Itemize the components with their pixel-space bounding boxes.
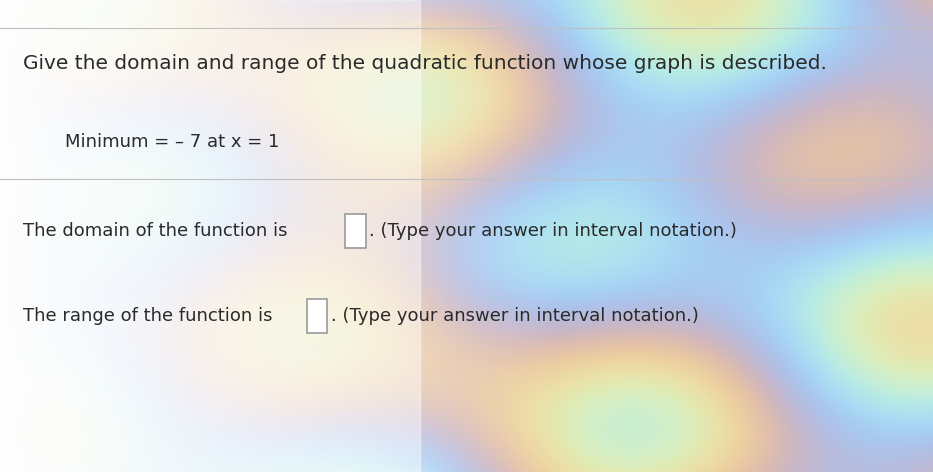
Bar (0, 0, 420, 472)
Text: The domain of the function is: The domain of the function is (23, 222, 287, 240)
Text: Give the domain and range of the quadratic function whose graph is described.: Give the domain and range of the quadrat… (23, 54, 828, 73)
Bar (307, 299, 327, 333)
Text: . (Type your answer in interval notation.): . (Type your answer in interval notation… (369, 222, 737, 240)
Bar (345, 214, 366, 248)
Text: Minimum = – 7 at x = 1: Minimum = – 7 at x = 1 (65, 133, 280, 151)
Text: The range of the function is: The range of the function is (23, 307, 272, 325)
Text: . (Type your answer in interval notation.): . (Type your answer in interval notation… (331, 307, 699, 325)
